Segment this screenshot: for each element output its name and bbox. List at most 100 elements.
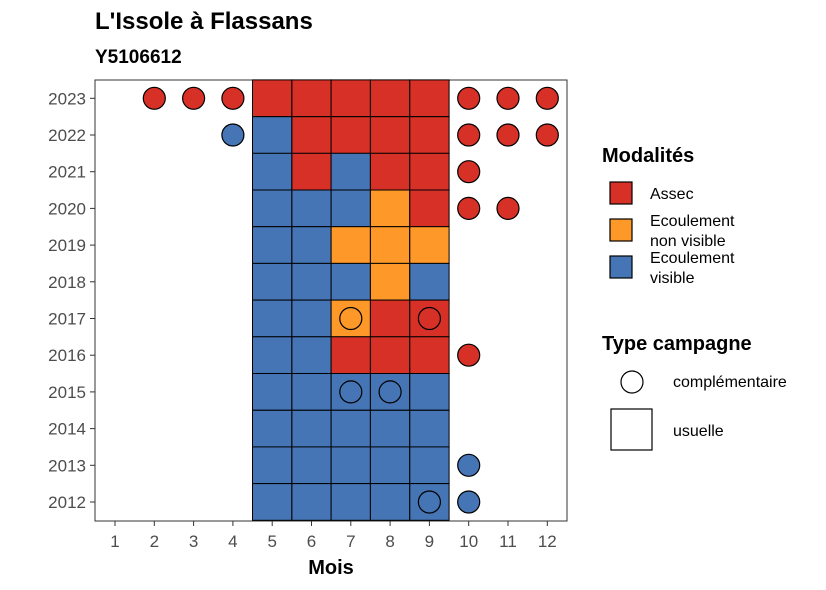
tile-2013-9 [409, 446, 450, 485]
tile-2016-6 [291, 336, 332, 374]
tile-2022-8 [369, 116, 411, 154]
x-tick-label-4: 4 [228, 532, 237, 551]
legend-campagne-title: Type campagne [602, 333, 752, 355]
y-axis-ticks: 2012 2013 2014 2015 2016 2017 2018 2019 2020 2021… [48, 89, 95, 512]
tile-2018-7 [330, 262, 371, 301]
x-tick-label-3: 3 [189, 532, 198, 551]
tile-2016-7 [330, 336, 371, 374]
tile-2023-5 [252, 79, 293, 118]
legend-campagne-complementaire: complémentaire [673, 374, 787, 391]
point-2015-8 [378, 380, 402, 404]
point-2022-10 [457, 123, 481, 147]
legend-label-3-2: visible [650, 270, 695, 287]
tile-2016-5 [252, 336, 293, 374]
legend-label-2-1: Ecoulement [650, 213, 735, 230]
point-2022-11 [496, 123, 520, 147]
x-tick-label-9: 9 [425, 532, 434, 551]
x-tick-label-1: 1 [110, 532, 119, 551]
y-tick-label-2012: 2012 [48, 493, 86, 512]
tile-2023-9 [409, 79, 450, 118]
tile-2020-5 [252, 189, 293, 228]
tile-2019-8 [369, 226, 411, 264]
y-tick-label-2016: 2016 [48, 346, 86, 365]
tile-2017-6 [291, 299, 332, 338]
tile-2023-6 [291, 79, 332, 118]
chart-subtitle: Y5106612 [95, 47, 182, 68]
x-tick-label-2: 2 [150, 532, 159, 551]
tile-2020-8 [369, 189, 411, 228]
point-2020-11 [496, 196, 520, 220]
point-2023-12 [535, 86, 559, 110]
x-tick-label-8: 8 [385, 532, 394, 551]
point-2012-9 [417, 490, 441, 514]
tile-2022-6 [291, 116, 332, 154]
x-tick-label-7: 7 [346, 532, 355, 551]
y-tick-label-2020: 2020 [48, 199, 86, 218]
tile-2013-8 [369, 446, 411, 485]
tile-2018-9 [409, 262, 450, 301]
legend-label-2-2: non visible [650, 233, 726, 250]
tile-2016-8 [369, 336, 411, 374]
point-2012-10 [457, 490, 481, 514]
legend-square-symbol [610, 408, 653, 451]
tile-2014-9 [409, 409, 450, 448]
x-tick-label-11: 11 [499, 532, 517, 551]
y-tick-label-2019: 2019 [48, 236, 86, 255]
tile-2018-6 [291, 262, 332, 301]
legend-swatch-1 [609, 181, 633, 205]
tile-2016-9 [409, 336, 450, 374]
tile-2013-6 [291, 446, 332, 485]
tile-2012-5 [252, 483, 293, 521]
tile-2013-5 [252, 446, 293, 485]
tile-2012-8 [369, 483, 411, 521]
y-tick-label-2022: 2022 [48, 126, 86, 145]
tile-2020-7 [330, 189, 371, 228]
y-tick-label-2021: 2021 [48, 163, 86, 182]
y-tick-label-2023: 2023 [48, 89, 86, 108]
tile-2019-7 [330, 226, 371, 264]
point-2023-3 [182, 86, 206, 110]
heatmap-cells [252, 79, 450, 521]
tile-2022-7 [330, 116, 371, 154]
legend-campagne-usuelle: usuelle [673, 423, 724, 440]
tile-2021-6 [291, 152, 332, 191]
tile-2012-6 [291, 483, 332, 521]
tile-2014-8 [369, 409, 411, 448]
y-tick-label-2014: 2014 [48, 420, 86, 439]
chart-title: L'Issole à Flassans [95, 8, 313, 35]
point-2023-11 [496, 86, 520, 110]
tile-2014-5 [252, 409, 293, 448]
tile-2012-7 [330, 483, 371, 521]
point-2017-9 [417, 306, 441, 331]
x-axis-label: Mois [308, 557, 354, 579]
tile-2021-7 [330, 152, 371, 191]
tile-2019-5 [252, 226, 293, 264]
tile-2020-9 [409, 189, 450, 228]
legend-label-1-1: Assec [650, 186, 694, 203]
legend-modalites-title: Modalités [602, 145, 694, 167]
point-2023-2 [142, 86, 166, 110]
tile-2020-6 [291, 189, 332, 228]
tile-2013-7 [330, 446, 371, 485]
tile-2023-7 [330, 79, 371, 118]
y-tick-label-2015: 2015 [48, 383, 86, 402]
tile-2019-6 [291, 226, 332, 264]
x-tick-label-12: 12 [538, 532, 557, 551]
point-2017-7 [339, 306, 363, 331]
legend-swatch-2 [609, 218, 633, 242]
tile-2021-9 [409, 152, 450, 191]
tile-2023-8 [369, 79, 411, 118]
tile-2017-8 [369, 299, 411, 338]
x-tick-label-10: 10 [459, 532, 478, 551]
point-2013-10 [457, 453, 481, 477]
tile-2018-8 [369, 262, 411, 301]
tile-2015-9 [409, 373, 450, 411]
point-2023-4 [221, 86, 245, 110]
tile-2018-5 [252, 262, 293, 301]
y-tick-label-2017: 2017 [48, 310, 86, 329]
legend-swatch-3 [609, 255, 633, 279]
tile-2015-5 [252, 373, 293, 411]
point-2020-10 [457, 196, 481, 220]
